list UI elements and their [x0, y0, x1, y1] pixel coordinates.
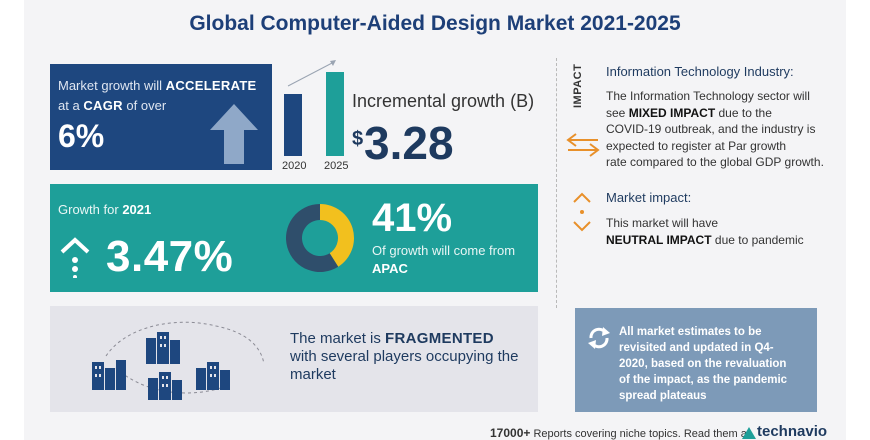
neutral-arrows-icon — [573, 192, 591, 232]
growth-label: Growth for 2021 — [58, 202, 151, 217]
neutral-impact-label: NEUTRAL IMPACT — [606, 232, 712, 247]
apac-share-caption: Of growth will come from — [372, 243, 516, 258]
year-start-label: 2020 — [282, 160, 307, 172]
market-impact-body: This market will have NEUTRAL IMPACT due… — [606, 215, 804, 248]
mi-body-line1: This market will have — [606, 216, 719, 230]
apac-share-value: 41% — [372, 196, 453, 240]
footer-caption: Reports covering niche topics. Read them… — [533, 428, 750, 440]
it-body-line5: rate compared to the global GDP growth. — [606, 155, 824, 170]
year-end-label: 2025 — [324, 160, 349, 172]
donut-slice-rest — [286, 204, 339, 272]
up-arrow-icon — [210, 104, 258, 164]
refresh-icon — [588, 327, 610, 349]
incremental-growth-value: 3.28 — [364, 117, 454, 169]
fragmented-line1-prefix: The market is — [290, 330, 381, 347]
it-body-line2-prefix: see — [606, 105, 626, 120]
donut-slice-apac — [320, 204, 354, 267]
cagr-accelerate-label: ACCELERATE — [165, 78, 257, 93]
trend-arrow-head — [330, 60, 336, 66]
estimates-block: All market estimates to be revisited and… — [575, 308, 817, 412]
it-body-line1: The Information Technology sector will — [606, 89, 810, 103]
growth-block: Growth for 2021 3.47% 41% Of growth will… — [50, 184, 538, 292]
footer-text: 17000+ Reports covering niche topics. Re… — [490, 426, 750, 440]
city-buildings-icon — [92, 321, 265, 400]
apac-region-label: APAC — [372, 261, 408, 276]
bar-2025 — [326, 72, 344, 156]
growth-label-prefix: Growth for — [58, 202, 119, 217]
footer-report-count: 17000+ — [490, 426, 531, 440]
incremental-bars — [284, 60, 344, 156]
it-body-line2-suffix: due to the — [718, 105, 772, 120]
trend-arrow-line — [287, 61, 335, 87]
it-industry-title: Information Technology Industry: — [606, 64, 794, 79]
mixed-impact-label: MIXED IMPACT — [628, 105, 716, 120]
apac-share-text: Of growth will come from APAC — [372, 242, 515, 278]
cagr-value: 6% — [58, 118, 105, 154]
growth-year: 2021 — [122, 202, 152, 217]
incremental-growth-label: Incremental growth (B) — [352, 91, 535, 111]
page-title: Global Computer-Aided Design Market 2021… — [189, 12, 681, 35]
it-body-line3: COVID-19 outbreak, and the industry is — [606, 122, 816, 137]
fragmented-text: The market is FRAGMENTED with several pl… — [290, 330, 518, 384]
currency-symbol: $ — [352, 128, 364, 150]
estimates-line2: revisited and updated in Q4- — [619, 342, 774, 354]
technavio-logo-icon — [742, 427, 756, 439]
cagr-block: Market growth will ACCELERATE at a CAGR … — [50, 64, 272, 170]
estimates-line3: 2020, based on the revaluation — [619, 358, 787, 370]
donut-center — [306, 224, 334, 252]
cagr-line1-prefix: Market growth will — [58, 78, 163, 93]
fragmented-line3: market — [290, 366, 336, 383]
bar-2020 — [284, 94, 302, 156]
cagr-label: CAGR — [83, 98, 123, 113]
estimates-line1: All market estimates to be — [619, 326, 762, 338]
cagr-line2-prefix: at a — [58, 98, 80, 113]
estimates-line4: of the impact, as the pandemic — [619, 374, 788, 386]
apac-share-donut — [286, 204, 354, 272]
fragmented-block: The market is FRAGMENTED with several pl… — [50, 306, 538, 412]
it-industry-body: The Information Technology sector will s… — [606, 88, 846, 171]
cagr-line2-suffix: of over — [126, 98, 167, 113]
market-impact-title: Market impact: — [606, 190, 692, 205]
it-body-line4: expected to register at Par growth — [606, 138, 787, 153]
estimates-text: All market estimates to be revisited and… — [619, 324, 809, 404]
impact-divider — [556, 58, 557, 308]
swap-arrows-icon — [566, 133, 600, 157]
cagr-text: Market growth will ACCELERATE at a CAGR … — [58, 76, 257, 116]
fragmented-label: FRAGMENTED — [385, 330, 494, 347]
technavio-brand: technavio — [757, 423, 828, 440]
impact-vertical-label: IMPACT — [572, 63, 584, 108]
mi-body-line2-suffix: due to pandemic — [714, 232, 804, 247]
growth-arrow-icon — [60, 237, 90, 278]
fragmented-line2: with several players occupying the — [290, 348, 519, 365]
growth-value: 3.47% — [106, 232, 234, 281]
estimates-line5: spread plateaus — [619, 390, 707, 402]
